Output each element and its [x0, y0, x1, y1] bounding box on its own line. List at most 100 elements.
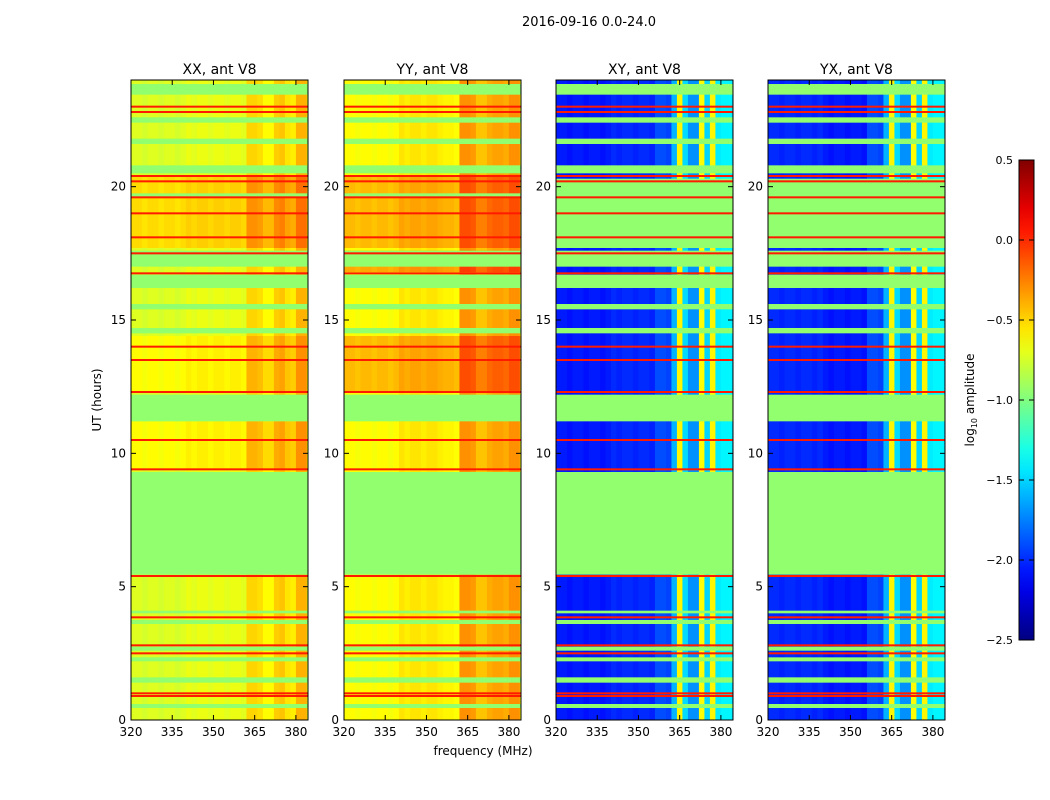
- rfi-line: [344, 105, 521, 108]
- flagged-band: [556, 704, 733, 708]
- rfi-line: [556, 236, 733, 239]
- heatmap-cell: [503, 336, 510, 392]
- y-tick-label: 0: [118, 713, 126, 727]
- heatmap-cell: [235, 176, 242, 248]
- heatmap-cell: [393, 176, 400, 248]
- rfi-line: [344, 236, 521, 239]
- rfi-line: [131, 359, 308, 361]
- flagged-band: [344, 704, 521, 708]
- y-tick-label: 20: [536, 180, 551, 194]
- heatmap-cell: [376, 336, 383, 392]
- heatmap-cell: [284, 421, 291, 470]
- heatmap-cell: [409, 336, 416, 392]
- rfi-line: [344, 196, 521, 199]
- rfi-line: [131, 692, 308, 695]
- heatmap-cell: [229, 336, 236, 392]
- y-tick-label: 20: [324, 180, 339, 194]
- colorbar-tick-label: 0.0: [996, 234, 1014, 247]
- heatmap-cell: [251, 336, 258, 392]
- flagged-band: [556, 657, 733, 662]
- heatmap-cell: [191, 176, 198, 248]
- axes-frame: [343, 79, 522, 721]
- heatmap-cell: [398, 336, 405, 392]
- heatmap-cell: [185, 336, 192, 392]
- rfi-line: [344, 692, 521, 695]
- heatmap-cell: [163, 336, 170, 392]
- heatmap-cell: [158, 176, 165, 248]
- heatmap-cell: [464, 336, 471, 392]
- heatmap-cell: [420, 176, 427, 248]
- heatmap-cell: [279, 176, 286, 248]
- rfi-line: [556, 212, 733, 215]
- flagged-band: [344, 274, 521, 288]
- heatmap-cell: [136, 336, 143, 392]
- colorbar-tick-label: 0.5: [996, 154, 1014, 167]
- flagged-band: [131, 304, 308, 310]
- heatmap-cell: [224, 421, 231, 470]
- flagged-band: [344, 657, 521, 662]
- flagged-band: [768, 117, 945, 123]
- flagged-band: [768, 704, 945, 708]
- heatmap-cell: [365, 336, 372, 392]
- heatmap-cell: [229, 176, 236, 248]
- flagged-band: [344, 165, 521, 174]
- axes-frame: [130, 79, 309, 721]
- heatmap-cell: [262, 421, 269, 470]
- y-tick-label: 0: [543, 713, 551, 727]
- heatmap-cell: [365, 176, 372, 248]
- heatmap-cell: [251, 421, 258, 470]
- flagged-band: [344, 193, 521, 198]
- rfi-line: [768, 196, 945, 199]
- heatmap-cell: [514, 176, 521, 248]
- rfi-line: [131, 616, 308, 619]
- heatmap-cell: [376, 176, 383, 248]
- rfi-line: [344, 468, 521, 471]
- heatmap-cell: [453, 336, 460, 392]
- x-tick-label: 320: [120, 725, 143, 739]
- heatmap-cell: [508, 176, 515, 248]
- rfi-line: [131, 212, 308, 215]
- rfi-line: [556, 391, 733, 393]
- y-tick-label: 15: [324, 313, 339, 327]
- heatmap-cell: [152, 176, 159, 248]
- y-tick-label: 5: [755, 580, 763, 594]
- colorbar-label: log10 amplitude: [963, 354, 979, 447]
- heatmap-cell: [207, 176, 214, 248]
- flagged-band: [344, 328, 521, 334]
- rfi-line: [131, 439, 308, 441]
- heatmap-cell: [371, 176, 378, 248]
- heatmap-cell: [218, 176, 225, 248]
- y-tick-label: 10: [536, 446, 551, 460]
- heatmap-cell: [240, 176, 247, 248]
- flagged-band: [131, 274, 308, 288]
- heatmap-cell: [295, 421, 302, 470]
- heatmap-cell: [174, 336, 181, 392]
- heatmap-cell: [180, 176, 187, 248]
- heatmap-cell: [409, 176, 416, 248]
- rfi-line: [556, 345, 733, 348]
- heatmap-cell: [508, 336, 515, 392]
- heatmap-cell: [246, 336, 253, 392]
- heatmap-cell: [213, 336, 220, 392]
- flagged-band: [768, 394, 945, 422]
- heatmap-cell: [295, 336, 302, 392]
- flagged-band: [131, 84, 308, 95]
- flagged-band: [131, 165, 308, 174]
- y-tick-label: 10: [748, 446, 763, 460]
- rfi-line: [768, 644, 945, 647]
- y-tick-label: 5: [118, 580, 126, 594]
- heatmap-cell: [224, 176, 231, 248]
- heatmap-cell: [470, 336, 477, 392]
- heatmap-cell: [213, 176, 220, 248]
- rfi-line: [344, 652, 521, 655]
- heatmap-cell: [459, 336, 466, 392]
- y-tick-label: 20: [748, 180, 763, 194]
- flagged-band: [556, 84, 733, 95]
- figure-suptitle: 2016-09-16 0.0-24.0: [522, 15, 656, 30]
- rfi-line: [556, 272, 733, 275]
- colorbar-tick-label: −2.0: [986, 554, 1013, 567]
- rfi-line: [768, 272, 945, 275]
- flagged-band: [556, 646, 733, 651]
- heatmap-cell: [141, 336, 148, 392]
